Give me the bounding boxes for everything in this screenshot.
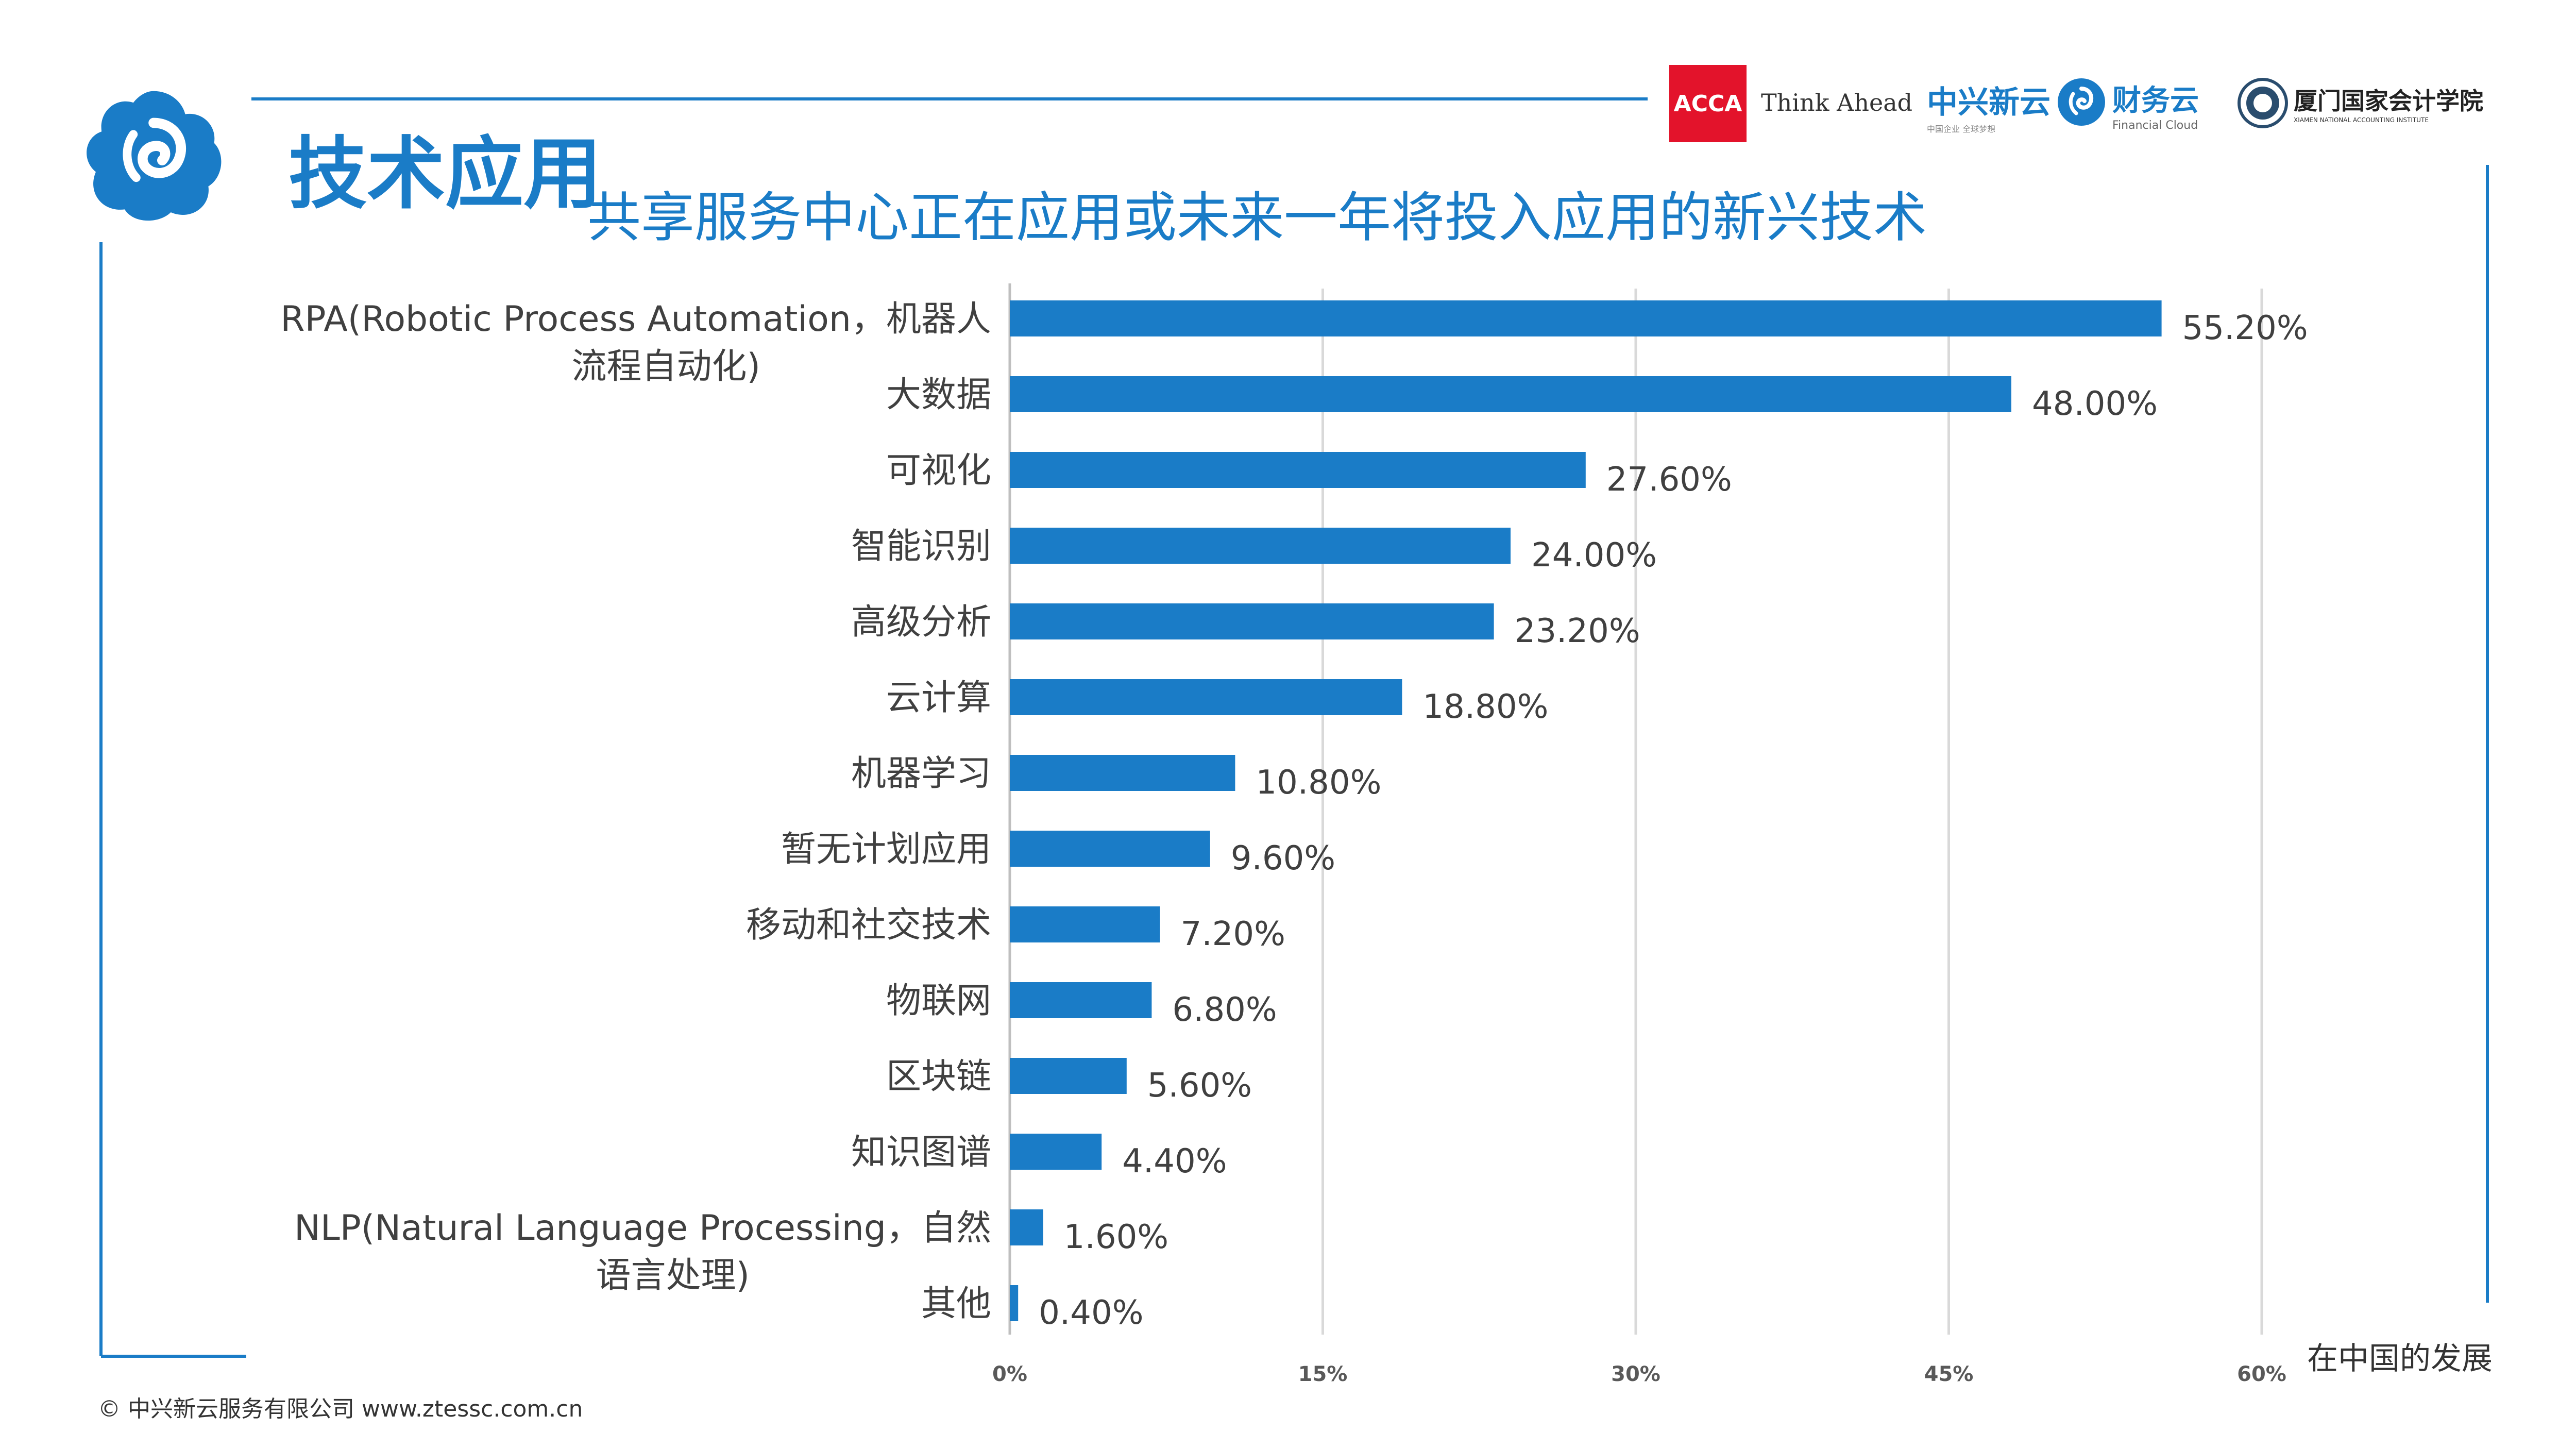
x-tick-label: 15% xyxy=(1298,1362,1348,1386)
bar xyxy=(1010,452,1586,488)
footer-copyright: © 中兴新云服务有限公司 www.ztessc.com.cn xyxy=(98,1396,583,1422)
bar-value-label: 5.60% xyxy=(1147,1067,1252,1105)
category-label: RPA(Robotic Process Automation，机器人 xyxy=(280,299,991,340)
category-label: 智能识别 xyxy=(851,526,991,567)
bar-value-label: 0.40% xyxy=(1039,1294,1143,1332)
bar-value-label: 48.00% xyxy=(2032,385,2158,423)
bar-value-label: 7.20% xyxy=(1181,915,1285,953)
category-label: 暂无计划应用 xyxy=(781,829,991,870)
bar-value-label: 6.80% xyxy=(1172,991,1277,1029)
bar-value-label: 4.40% xyxy=(1122,1142,1227,1181)
category-label: 云计算 xyxy=(886,678,991,718)
caiwuyun-name: 财务云 xyxy=(2112,84,2199,117)
bar xyxy=(1010,982,1152,1018)
zhongxing-sub: 中国企业 全球梦想 xyxy=(1927,124,1996,134)
bar xyxy=(1010,831,1210,867)
financial-cloud-icon xyxy=(2058,78,2105,126)
xiamen-logo: 厦门国家会计学院 XIAMEN NATIONAL ACCOUNTING INST… xyxy=(2294,82,2483,165)
bar xyxy=(1010,300,2162,336)
x-tick-label: 45% xyxy=(1924,1362,1974,1386)
bar xyxy=(1010,376,2011,412)
category-label: 语言处理) xyxy=(596,1255,750,1296)
bar-value-label: 10.80% xyxy=(1256,764,1381,802)
category-label: 知识图谱 xyxy=(851,1132,991,1173)
zhongxing-name: 中兴新云 xyxy=(1927,85,2050,121)
category-label: 机器学习 xyxy=(851,753,991,794)
bar xyxy=(1010,603,1494,639)
chart-title: 共享服务中心正在应用或未来一年将投入应用的新兴技术 xyxy=(587,186,1927,249)
category-label: 物联网 xyxy=(886,981,991,1021)
bar-value-label: 55.20% xyxy=(2182,309,2308,347)
category-label: 流程自动化) xyxy=(571,346,760,387)
footer-caption: 在中国的发展 xyxy=(2307,1341,2493,1377)
category-label: 区块链 xyxy=(886,1056,991,1097)
acca-logo: ACCA xyxy=(1669,65,1747,142)
category-label: 高级分析 xyxy=(851,602,991,643)
x-tick-label: 0% xyxy=(992,1362,1027,1386)
bar-value-label: 27.60% xyxy=(1606,461,1732,499)
category-label: 其他 xyxy=(921,1284,991,1324)
category-label: 可视化 xyxy=(886,450,991,491)
xiamen-seal-icon xyxy=(2238,78,2288,128)
cloud-logo-icon xyxy=(87,91,222,221)
bar xyxy=(1010,679,1402,715)
bar xyxy=(1010,755,1235,791)
bar xyxy=(1010,528,1511,564)
x-tick-label: 30% xyxy=(1611,1362,1660,1386)
bar xyxy=(1010,1209,1043,1245)
bar xyxy=(1010,906,1160,942)
category-label: NLP(Natural Language Processing，自然 xyxy=(294,1208,991,1249)
bar-value-label: 24.00% xyxy=(1531,536,1657,575)
bar-value-label: 23.20% xyxy=(1515,612,1640,650)
xiamen-sub: XIAMEN NATIONAL ACCOUNTING INSTITUTE xyxy=(2294,116,2429,124)
zhongxing-logo: 中兴新云 中国企业 全球梦想 xyxy=(1927,77,2050,160)
bar-chart: 0% 15% 30% 45% 60% 55.20% RPA(Robotic Process … xyxy=(280,283,2308,1386)
bar xyxy=(1010,1058,1127,1094)
bar-value-label: 1.60% xyxy=(1064,1218,1168,1256)
slide-title: 技术应用 xyxy=(289,128,602,220)
bar-value-label: 18.80% xyxy=(1422,688,1548,726)
category-label: 移动和社交技术 xyxy=(746,905,991,946)
acca-tagline: Think Ahead xyxy=(1761,89,1913,116)
bar-value-label: 9.60% xyxy=(1231,839,1335,878)
caiwuyun-logo: 财务云 Financial Cloud xyxy=(2112,77,2199,160)
category-label: 大数据 xyxy=(886,375,991,415)
x-tick-label: 60% xyxy=(2237,1362,2286,1386)
bar xyxy=(1010,1285,1019,1321)
bar xyxy=(1010,1134,1102,1170)
xiamen-name: 厦门国家会计学院 xyxy=(2294,87,2483,115)
caiwuyun-sub: Financial Cloud xyxy=(2112,119,2198,132)
